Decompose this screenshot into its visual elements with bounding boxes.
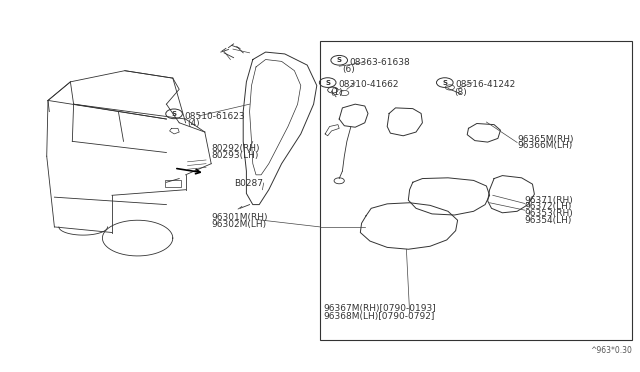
- Text: 96371(RH): 96371(RH): [525, 196, 573, 205]
- Text: 96365M(RH): 96365M(RH): [517, 135, 573, 144]
- Text: (6): (6): [342, 65, 355, 74]
- Text: (1): (1): [330, 88, 343, 97]
- Text: 08510-61623: 08510-61623: [184, 112, 245, 121]
- Text: S: S: [337, 57, 342, 63]
- Text: S: S: [172, 111, 177, 117]
- Text: B0287: B0287: [234, 179, 263, 187]
- Text: 08310-41662: 08310-41662: [338, 80, 399, 89]
- Text: 08363-61638: 08363-61638: [349, 58, 410, 67]
- Text: 96354(LH): 96354(LH): [525, 216, 572, 225]
- Bar: [320, 41, 632, 340]
- Text: ^963*0.30: ^963*0.30: [590, 346, 632, 355]
- Text: 96367M(RH)[0790-0193]: 96367M(RH)[0790-0193]: [324, 304, 436, 313]
- Text: 96368M(LH)[0790-0792]: 96368M(LH)[0790-0792]: [324, 312, 435, 321]
- Text: 96366M(LH): 96366M(LH): [517, 141, 572, 150]
- Bar: [165, 180, 181, 187]
- Text: 96353(RH): 96353(RH): [525, 209, 573, 218]
- Text: 96302M(LH): 96302M(LH): [211, 220, 266, 229]
- Text: 96372(LH): 96372(LH): [525, 202, 572, 211]
- Text: 80293(LH): 80293(LH): [211, 151, 259, 160]
- Text: (4): (4): [187, 119, 200, 128]
- Text: (8): (8): [454, 88, 467, 97]
- Text: S: S: [442, 80, 447, 86]
- Text: 80292(RH): 80292(RH): [211, 144, 260, 153]
- Text: 08516-41242: 08516-41242: [455, 80, 515, 89]
- Text: 96301M(RH): 96301M(RH): [211, 213, 268, 222]
- Text: S: S: [325, 80, 330, 86]
